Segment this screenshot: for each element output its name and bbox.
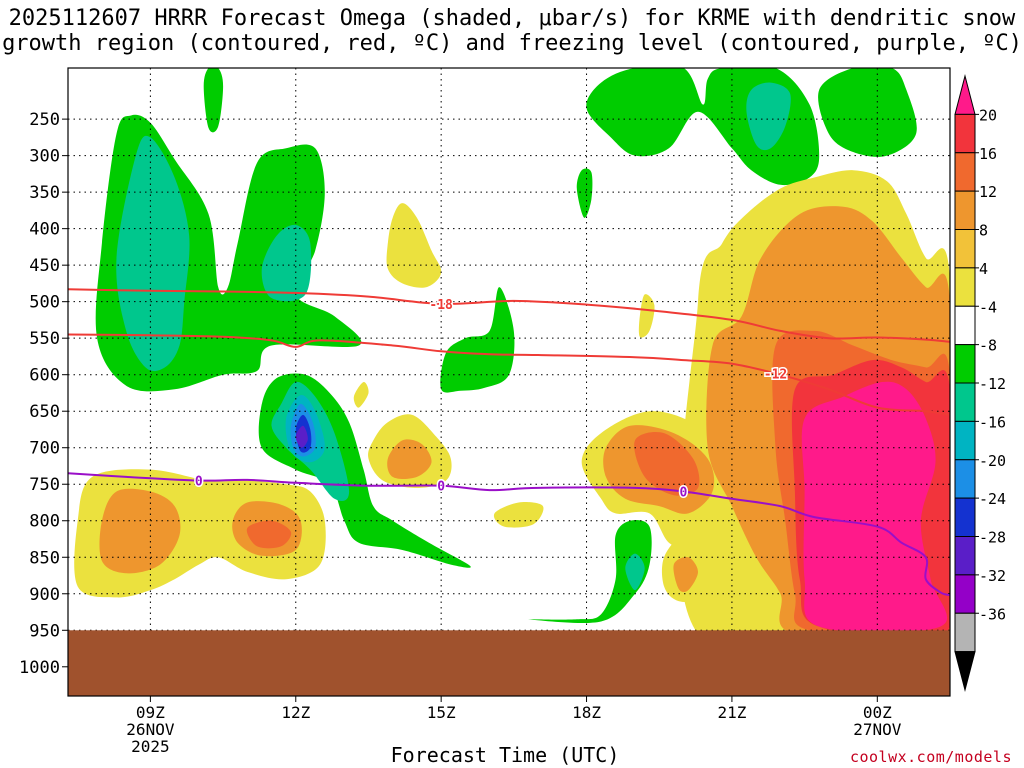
colorbar-label-7: -12 <box>979 375 1006 393</box>
y-tick-label-10: 750 <box>29 475 60 495</box>
colorbar-swatch-9 <box>954 420 976 461</box>
colorbar-label-10: -24 <box>979 490 1006 508</box>
omega-region-2 <box>261 224 312 302</box>
colorbar-label-0: 20 <box>979 106 997 124</box>
colorbar-swatch-13 <box>954 574 976 614</box>
plot-frame <box>67 67 951 697</box>
colorbar-swatch-5 <box>954 267 976 307</box>
colorbar-label-5: -4 <box>979 298 997 316</box>
colorbar-swatch-0 <box>954 74 976 115</box>
omega-region-30 <box>673 557 698 593</box>
isotherm-minus12-label-0: -12 <box>764 368 787 383</box>
y-tick-label-8: 650 <box>29 402 60 422</box>
temperature-contours: -18 -12 0 0 0 <box>68 288 950 597</box>
freezing-level <box>68 472 950 597</box>
x-tick-date-0: 26NOV <box>126 720 175 739</box>
y-tick-label-2: 350 <box>29 183 60 203</box>
colorbar-label-2: 12 <box>979 183 997 201</box>
omega-region-9 <box>746 82 791 151</box>
y-tick-label-14: 950 <box>29 621 60 641</box>
y-tick-label-3: 400 <box>29 220 60 240</box>
colorbar-swatch-8 <box>954 382 976 422</box>
omega-region-25 <box>634 431 700 496</box>
isotherm-minus12 <box>68 333 950 416</box>
x-tick-label-0: 09Z <box>136 703 165 722</box>
x-tick-label-4: 21Z <box>717 703 746 722</box>
ground-terrain <box>68 630 950 696</box>
omega-region-5 <box>203 68 224 133</box>
y-tick-label-12: 850 <box>29 548 60 568</box>
colorbar-swatch-14 <box>954 612 976 653</box>
isotherm-minus18 <box>68 288 950 343</box>
y-tick-label-1: 300 <box>29 147 60 167</box>
colorbar-swatch-12 <box>954 536 976 576</box>
y-tick-label-4: 450 <box>29 256 60 276</box>
omega-region-17 <box>246 520 292 549</box>
y-tick-label-11: 800 <box>29 512 60 532</box>
colorbar-swatch-3 <box>954 190 976 230</box>
omega-region-18 <box>353 381 369 408</box>
credit-link[interactable]: coolwx.com/models <box>849 748 1012 766</box>
colorbar-label-3: 8 <box>979 222 988 240</box>
omega-colorbar: 20 16 12 8 4 -4 -8 -12 -16 -20 -24 -28 -32 -36 <box>954 74 1006 692</box>
omega-region-36 <box>625 553 645 591</box>
colorbar-label-8: -16 <box>979 413 1006 431</box>
colorbar-label-13: -36 <box>979 605 1006 623</box>
x-tick-label-3: 18Z <box>572 703 601 722</box>
omega-region-15 <box>99 488 181 574</box>
colorbar-label-11: -28 <box>979 529 1006 547</box>
colorbar-swatch-1 <box>954 113 976 154</box>
colorbar-swatch-15 <box>954 651 976 692</box>
y-tick-label-5: 500 <box>29 293 60 313</box>
x-tick-label-2: 15Z <box>427 703 456 722</box>
omega-region-1 <box>116 135 190 372</box>
isotherm-minus18-label-0: -18 <box>429 298 453 313</box>
omega-region-28 <box>801 381 948 633</box>
colorbar-swatch-11 <box>954 497 976 537</box>
freezing-level-label-0: 0 <box>195 475 203 490</box>
colorbar-label-4: 4 <box>979 260 988 278</box>
chart-title-line-1: 2025112607 HRRR Forecast Omega (shaded, … <box>8 6 1016 31</box>
freezing-level-label-1: 0 <box>437 480 445 495</box>
omega-region-4 <box>440 287 515 393</box>
omega-region-6 <box>576 168 593 218</box>
x-tick-label-1: 12Z <box>281 703 310 722</box>
y-tick-label-0: 250 <box>29 110 60 130</box>
colorbar-label-9: -20 <box>979 452 1006 470</box>
colorbar-swatch-6 <box>954 305 976 346</box>
pressure-axis: 250 300 350 400 450 500 550 600 650 700 750 800 850 9… <box>19 110 68 678</box>
freezing-level-label-2: 0 <box>680 486 688 501</box>
omega-region-13 <box>387 439 432 480</box>
omega-region-7 <box>528 519 652 624</box>
y-tick-label-13: 900 <box>29 585 60 605</box>
x-axis-label: Forecast Time (UTC) <box>390 743 620 767</box>
colorbar-swatch-2 <box>954 152 976 192</box>
colorbar-swatch-4 <box>954 229 976 269</box>
omega-region-35 <box>295 425 308 448</box>
y-tick-label-7: 600 <box>29 366 60 386</box>
chart-title-line-2: growth region (contoured, red, ºC) and f… <box>2 31 1022 56</box>
colorbar-label-6: -8 <box>979 337 997 355</box>
y-tick-label-9: 700 <box>29 439 60 459</box>
y-tick-label-15: 1000 <box>19 658 60 678</box>
omega-shaded-regions <box>74 68 950 677</box>
colorbar-label-1: 16 <box>979 145 997 163</box>
y-tick-label-6: 550 <box>29 329 60 349</box>
colorbar-label-12: -32 <box>979 567 1006 585</box>
x-tick-date-5: 27NOV <box>853 720 902 739</box>
chart-title: 2025112607 HRRR Forecast Omega (shaded, … <box>0 6 1024 56</box>
colorbar-swatch-7 <box>954 344 976 384</box>
x-tick-label-5: 00Z <box>863 703 892 722</box>
omega-region-10 <box>818 68 917 157</box>
omega-region-11 <box>386 203 442 288</box>
omega-region-20 <box>638 294 655 338</box>
gridlines <box>68 68 950 696</box>
x-tick-year-0: 2025 <box>131 737 170 756</box>
colorbar-swatch-10 <box>954 459 976 499</box>
